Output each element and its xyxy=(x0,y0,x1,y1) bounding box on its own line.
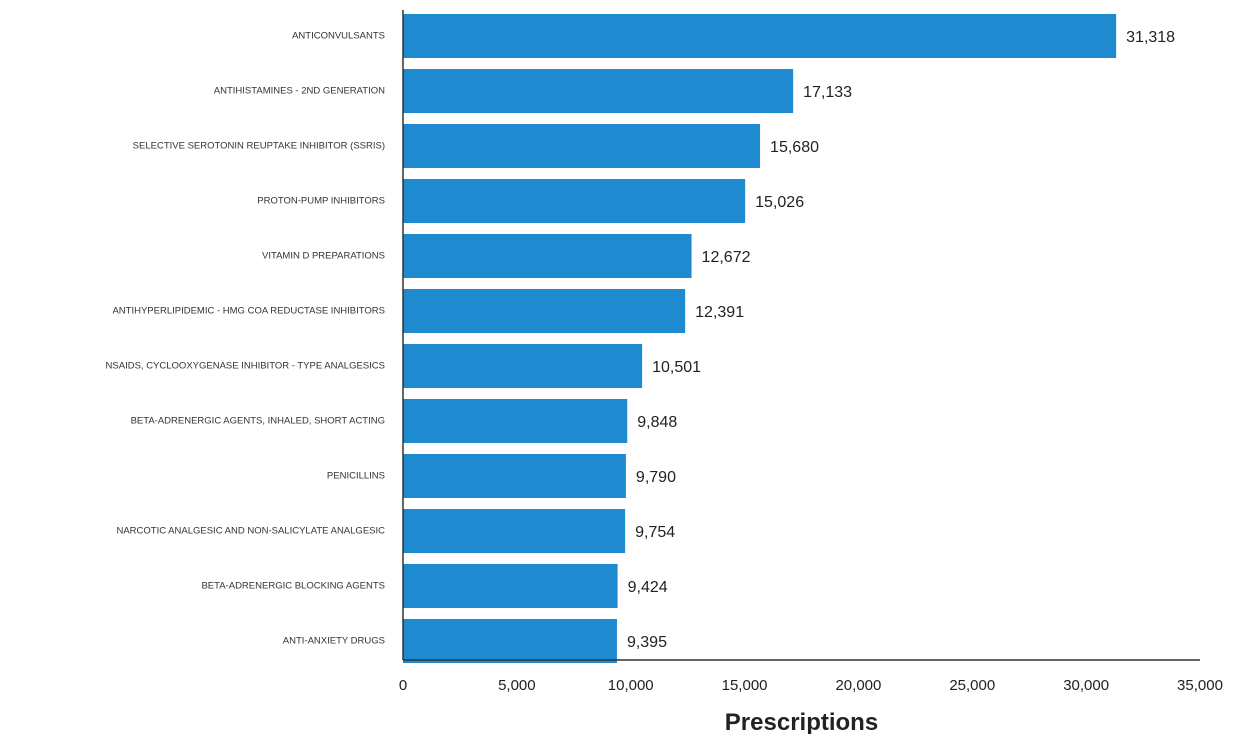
bar-0 xyxy=(403,14,1117,58)
value-label: 9,754 xyxy=(635,524,675,541)
value-label: 9,848 xyxy=(637,414,677,431)
bar-2 xyxy=(403,124,761,168)
category-labels-group: ANTICONVULSANTS ANTIHISTAMINES - 2ND GENE… xyxy=(106,31,386,647)
category-label: VITAMIN D PREPARATIONS xyxy=(262,251,385,262)
category-label: BETA-ADRENERGIC AGENTS, INHALED, SHORT A… xyxy=(131,416,385,427)
bar-5 xyxy=(403,289,686,333)
value-label: 31,318 xyxy=(1126,29,1175,46)
bar-7 xyxy=(403,399,628,443)
category-label: ANTIHISTAMINES - 2ND GENERATION xyxy=(214,86,385,97)
x-tick-label: 0 xyxy=(399,677,407,694)
value-label: 10,501 xyxy=(652,359,701,376)
category-label: ANTICONVULSANTS xyxy=(292,31,385,42)
x-tick-label: 10,000 xyxy=(608,677,654,694)
value-label: 9,790 xyxy=(636,469,676,486)
bar-11 xyxy=(403,619,617,663)
bar-8 xyxy=(403,454,626,498)
category-label: ANTI-ANXIETY DRUGS xyxy=(283,636,385,647)
x-tick-label: 5,000 xyxy=(498,677,536,694)
category-label: PENICILLINS xyxy=(327,471,385,482)
value-labels-group: 31,318 17,133 15,680 15,026 12,672 12,391 10,5… xyxy=(627,29,1175,651)
x-tick-label: 15,000 xyxy=(722,677,768,694)
category-label: ANTIHYPERLIPIDEMIC - HMG COA REDUCTASE I… xyxy=(112,306,385,317)
value-label: 17,133 xyxy=(803,84,852,101)
x-tick-label: 25,000 xyxy=(949,677,995,694)
category-label: PROTON-PUMP INHIBITORS xyxy=(257,196,385,207)
value-label: 9,395 xyxy=(627,634,667,651)
x-tick-label: 35,000 xyxy=(1177,677,1223,694)
category-label: NARCOTIC ANALGESIC AND NON-SALICYLATE AN… xyxy=(116,526,385,537)
category-label: SELECTIVE SEROTONIN REUPTAKE INHIBITOR (… xyxy=(133,141,385,152)
bar-3 xyxy=(403,179,746,223)
bar-9 xyxy=(403,509,626,553)
x-tick-label: 20,000 xyxy=(835,677,881,694)
value-label: 15,026 xyxy=(755,194,804,211)
value-label: 15,680 xyxy=(770,139,819,156)
category-label: BETA-ADRENERGIC BLOCKING AGENTS xyxy=(201,581,385,592)
value-label: 12,672 xyxy=(702,249,751,266)
bar-6 xyxy=(403,344,643,388)
x-tick-label: 30,000 xyxy=(1063,677,1109,694)
bar-1 xyxy=(403,69,794,113)
x-tick-labels-group: 0 5,000 10,000 15,000 20,000 25,000 30,000 35,0… xyxy=(399,677,1223,694)
bars-group xyxy=(403,14,1117,663)
value-label: 9,424 xyxy=(628,579,668,596)
bar-10 xyxy=(403,564,618,608)
bar-4 xyxy=(403,234,692,278)
category-label: NSAIDS, CYCLOOXYGENASE INHIBITOR - TYPE … xyxy=(106,361,385,372)
x-axis-title: Prescriptions xyxy=(725,709,878,734)
value-label: 12,391 xyxy=(695,304,744,321)
